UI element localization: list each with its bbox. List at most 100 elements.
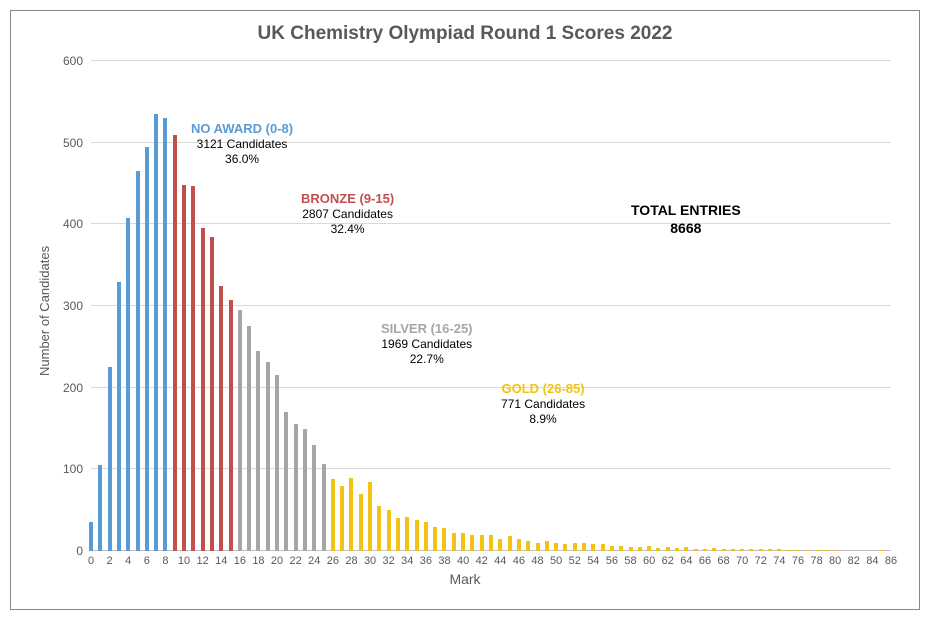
x-tick-label: 18 — [252, 555, 264, 567]
bar — [182, 185, 186, 551]
x-tick-label: 82 — [848, 555, 860, 567]
y-tick-label: 600 — [43, 54, 83, 68]
bar — [805, 550, 809, 551]
bar — [629, 547, 633, 551]
x-tick-label: 74 — [773, 555, 785, 567]
y-tick-label: 500 — [43, 136, 83, 150]
bar — [136, 171, 140, 551]
bar — [470, 535, 474, 551]
x-tick-label: 66 — [699, 555, 711, 567]
x-tick-label: 26 — [327, 555, 339, 567]
bar — [405, 517, 409, 551]
bar — [880, 550, 884, 551]
bar — [517, 539, 521, 551]
bar — [480, 535, 484, 551]
x-tick-label: 46 — [513, 555, 525, 567]
bar — [191, 186, 195, 551]
bar — [396, 518, 400, 551]
y-tick-label: 200 — [43, 381, 83, 395]
silver-pct: 22.7% — [381, 352, 473, 367]
bar — [247, 326, 251, 551]
bar — [787, 550, 791, 551]
bronze-count: 2807 Candidates — [301, 207, 394, 222]
total-entries-value: 8668 — [631, 219, 741, 237]
x-tick-label: 16 — [234, 555, 246, 567]
x-tick-label: 72 — [755, 555, 767, 567]
gold-count: 771 Candidates — [501, 397, 585, 412]
x-tick-label: 10 — [178, 555, 190, 567]
bar — [731, 549, 735, 551]
bar — [424, 522, 428, 551]
x-tick-label: 4 — [125, 555, 131, 567]
silver-count: 1969 Candidates — [381, 337, 473, 352]
gold-pct: 8.9% — [501, 412, 585, 427]
x-tick-label: 70 — [736, 555, 748, 567]
x-tick-label: 76 — [792, 555, 804, 567]
bar — [266, 362, 270, 551]
bar — [712, 548, 716, 551]
bar — [740, 549, 744, 551]
y-tick-label: 400 — [43, 217, 83, 231]
bar — [154, 114, 158, 551]
bar — [656, 548, 660, 551]
x-tick-label: 36 — [420, 555, 432, 567]
total-entries-annotation: TOTAL ENTRIES 8668 — [631, 201, 741, 237]
bar — [368, 482, 372, 551]
bar — [238, 310, 242, 551]
bar — [526, 541, 530, 551]
bronze-pct: 32.4% — [301, 222, 394, 237]
bar — [452, 533, 456, 551]
bar — [98, 465, 102, 551]
x-tick-label: 68 — [717, 555, 729, 567]
bar — [638, 547, 642, 551]
grid-line — [91, 60, 891, 61]
bar — [433, 527, 437, 552]
x-tick-label: 50 — [550, 555, 562, 567]
x-tick-label: 38 — [438, 555, 450, 567]
no-award-count: 3121 Candidates — [191, 137, 293, 152]
bar — [563, 544, 567, 551]
bar — [108, 367, 112, 551]
x-tick-label: 24 — [308, 555, 320, 567]
bar — [675, 548, 679, 551]
x-tick-label: 20 — [271, 555, 283, 567]
bar — [117, 282, 121, 552]
bar — [359, 494, 363, 551]
x-tick-label: 54 — [587, 555, 599, 567]
bar — [415, 520, 419, 551]
bar — [312, 445, 316, 551]
x-tick-label: 28 — [345, 555, 357, 567]
bar — [591, 544, 595, 551]
bar — [768, 549, 772, 551]
bronze-annotation: BRONZE (9-15) 2807 Candidates 32.4% — [301, 191, 394, 237]
bar — [377, 506, 381, 551]
x-tick-label: 78 — [810, 555, 822, 567]
x-tick-label: 60 — [643, 555, 655, 567]
x-tick-label: 34 — [401, 555, 413, 567]
x-tick-label: 52 — [569, 555, 581, 567]
bar — [219, 286, 223, 551]
chart-title: UK Chemistry Olympiad Round 1 Scores 202… — [11, 23, 919, 45]
x-tick-label: 56 — [606, 555, 618, 567]
bar — [703, 549, 707, 551]
bar — [294, 424, 298, 551]
bar — [722, 549, 726, 551]
bar — [173, 135, 177, 552]
bar — [442, 528, 446, 551]
x-axis-label: Mark — [11, 571, 919, 587]
bar — [498, 539, 502, 551]
x-tick-label: 62 — [662, 555, 674, 567]
x-tick-label: 40 — [457, 555, 469, 567]
bar — [666, 547, 670, 551]
total-entries-label: TOTAL ENTRIES — [631, 201, 741, 219]
bar — [573, 543, 577, 551]
bar — [749, 549, 753, 551]
bar — [256, 351, 260, 551]
gold-label: GOLD (26-85) — [501, 381, 585, 397]
bar — [833, 550, 837, 551]
x-tick-label: 22 — [290, 555, 302, 567]
bar — [824, 550, 828, 551]
bar — [619, 546, 623, 551]
bar — [647, 546, 651, 551]
plot-area: 0100200300400500600024681012141618202224… — [91, 61, 891, 551]
